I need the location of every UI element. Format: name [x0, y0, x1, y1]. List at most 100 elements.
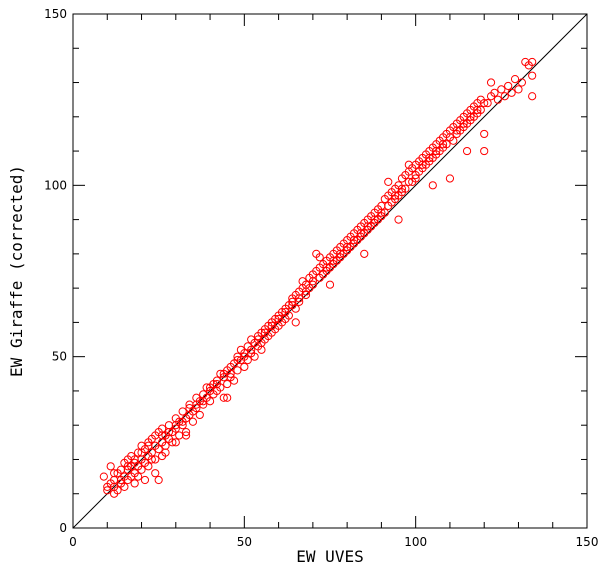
- data-point: [178, 407, 187, 416]
- data-point: [178, 417, 187, 426]
- data-point: [497, 85, 506, 94]
- data-point: [229, 376, 239, 385]
- data-point: [116, 475, 126, 485]
- y-tick-label: 0: [59, 521, 67, 535]
- data-point: [528, 57, 537, 67]
- data-point: [123, 462, 132, 471]
- data-point: [175, 431, 184, 440]
- data-point: [164, 421, 174, 430]
- data-point: [212, 379, 222, 389]
- data-point: [240, 362, 249, 372]
- data-point: [360, 249, 369, 258]
- data-point: [151, 469, 160, 478]
- data-point: [181, 427, 191, 437]
- data-point: [99, 472, 108, 481]
- data-point: [233, 355, 242, 365]
- data-point: [322, 263, 331, 272]
- data-point: [195, 410, 204, 420]
- data-point: [171, 424, 180, 433]
- data-point: [106, 462, 115, 471]
- data-point: [154, 475, 163, 485]
- data-point: [134, 472, 143, 481]
- data-point: [397, 184, 407, 193]
- data-point: [411, 174, 420, 183]
- data-point: [154, 445, 163, 454]
- data-point: [288, 301, 297, 310]
- data-point: [223, 393, 232, 402]
- data-point: [157, 431, 167, 440]
- data-point: [295, 294, 304, 303]
- data-point: [257, 345, 266, 354]
- data-point: [120, 482, 129, 491]
- data-point: [291, 318, 300, 327]
- data-point: [476, 105, 485, 115]
- data-point: [192, 400, 201, 409]
- data-point: [380, 208, 389, 217]
- data-point: [432, 146, 441, 156]
- data-point: [147, 455, 156, 464]
- data-point: [343, 242, 352, 252]
- data-point: [274, 314, 283, 324]
- data-point: [411, 170, 420, 180]
- x-tick-label: 0: [69, 535, 77, 549]
- data-point: [466, 112, 475, 121]
- data-point: [130, 455, 139, 464]
- data-point: [425, 153, 434, 163]
- x-tick-label: 50: [237, 535, 252, 549]
- tick-labels: 0 50 100 150 0 50 100 150: [44, 7, 598, 549]
- data-point: [301, 290, 311, 300]
- data-point: [137, 448, 146, 457]
- data-point: [336, 249, 345, 258]
- data-point: [171, 421, 180, 430]
- data-point: [490, 88, 499, 97]
- y-tick-label: 150: [44, 7, 67, 21]
- data-point: [181, 431, 191, 440]
- data-point: [480, 129, 489, 139]
- data-point: [356, 229, 365, 238]
- data-point: [223, 379, 232, 389]
- data-point: [438, 140, 448, 149]
- data-point: [134, 448, 143, 457]
- data-point: [404, 177, 413, 187]
- data-point: [281, 308, 290, 317]
- data-point: [308, 280, 317, 289]
- data-point: [418, 160, 427, 169]
- data-point: [144, 462, 153, 471]
- data-point: [267, 321, 276, 330]
- x-tick-label: 150: [576, 535, 599, 549]
- data-point: [140, 475, 150, 485]
- data-points: [99, 57, 537, 498]
- data-point: [349, 236, 359, 245]
- data-point: [391, 191, 400, 200]
- data-point: [113, 486, 122, 495]
- data-point: [510, 75, 520, 84]
- y-tick-label: 50: [52, 350, 67, 364]
- data-point: [130, 479, 139, 488]
- data-point: [384, 177, 393, 187]
- data-point: [315, 253, 324, 262]
- data-point: [144, 441, 153, 450]
- data-point: [452, 126, 461, 135]
- data-point: [315, 273, 324, 282]
- x-axis-label: EW UVES: [296, 547, 363, 566]
- data-point: [103, 486, 112, 495]
- data-point: [164, 427, 174, 437]
- data-point: [226, 369, 235, 378]
- data-point: [205, 383, 215, 392]
- data-point: [517, 78, 526, 87]
- data-point: [308, 277, 317, 286]
- data-point: [240, 352, 249, 361]
- data-point: [500, 92, 509, 101]
- data-point: [212, 376, 222, 385]
- data-point: [171, 438, 180, 447]
- data-point: [459, 119, 468, 128]
- data-point: [473, 105, 482, 115]
- data-point: [363, 222, 372, 231]
- data-point: [325, 280, 335, 289]
- data-point: [168, 438, 177, 447]
- data-point: [442, 140, 451, 149]
- x-tick-label: 100: [404, 535, 427, 549]
- data-point: [247, 349, 256, 358]
- y-axis-label: EW Giraffe (corrected): [7, 165, 26, 377]
